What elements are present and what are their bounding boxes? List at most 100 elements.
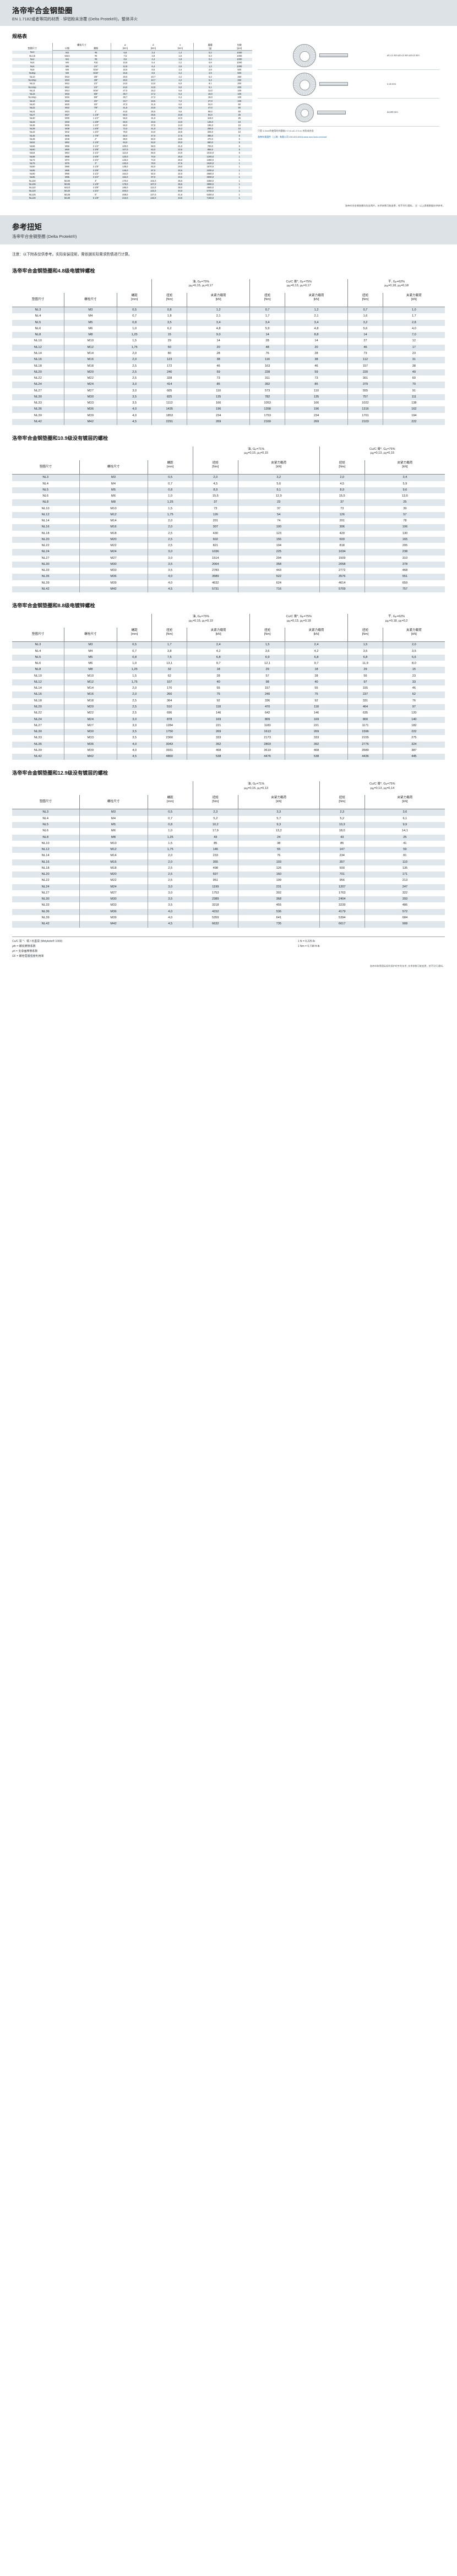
table-cell: 1,8 [151, 313, 187, 320]
table-cell: NL36 [29, 123, 35, 127]
torque-section-title: 参考扭矩 [12, 223, 42, 232]
table-cell: 2 3/4" [93, 158, 99, 161]
table-cell: 7,6 [110, 54, 140, 58]
table-cell: M39 [79, 914, 148, 922]
table-cell: NL10 [34, 674, 42, 678]
torque-tables-container: 洛帝牢合金钢垫圈和4.8级电镀锌螺栓 油, GF=75% μth=0,15, μh=… [0, 259, 457, 928]
table-cell: 5,6 [178, 89, 182, 92]
table-cell: 8,6 [110, 57, 140, 61]
table-cell: 4,2 [187, 648, 250, 655]
table-cell: 2,2 [178, 61, 182, 64]
table-cell: NL125 [29, 193, 36, 196]
table-cell: 443 [237, 568, 320, 574]
table-cell: M42 [63, 418, 117, 426]
table-cell: 9,1 [193, 81, 227, 85]
table-cell: 301 [347, 375, 383, 382]
table-cell: 126 [192, 511, 238, 519]
table-cell: 23 [382, 673, 445, 679]
table-cell: 3,6 [249, 648, 285, 655]
table-row: NL33 M33 3,5 3218 455 3239 486 [12, 902, 445, 909]
table-cell: 1284 [151, 722, 187, 729]
table-cell: 0,8 [147, 821, 193, 829]
torque-th-clamp: 夹紧力载荷 [kN] [364, 794, 445, 810]
table-cell: 14,1 [364, 828, 445, 835]
table-cell: 2,0 [147, 859, 193, 865]
table-cell: M64 [52, 151, 81, 155]
table-cell: NL33 [34, 736, 42, 740]
table-cell: NL10 [29, 75, 35, 78]
table-cell: 445 [382, 754, 445, 760]
table-row: NL42 M42 4,5 4860 538 4476 538 4436 445 [12, 754, 445, 760]
table-cell: 7,2 [178, 99, 182, 102]
table-row: NL3 M3 0,5 2,0 3,2 2,0 3,4 [12, 474, 445, 481]
table-cell: M3 [79, 474, 148, 481]
table-cell: 118 [284, 704, 348, 711]
table-row: NL16 M16 2,0 307 100 306 106 [12, 524, 445, 531]
table-cell: 1 1/2" [93, 123, 99, 127]
table-row: NL4 M4 0,7 4,5 5,6 4,5 5,9 [12, 481, 445, 487]
table-cell: NL6 [35, 326, 41, 330]
table-cell: 9,9 [364, 821, 445, 829]
table-cell: 165 [364, 536, 445, 543]
table-cell: 213 [364, 878, 445, 884]
table-cell: M12 [63, 679, 117, 686]
table-cell: 32 [151, 667, 187, 673]
table-cell: 46 [382, 685, 445, 692]
table-cell: 800 [347, 716, 383, 723]
table-cell: 1,5 [147, 505, 193, 512]
table-cell: NL68 [29, 155, 35, 158]
table-cell: 2,6 [178, 64, 182, 68]
table-cell: 3/8" [94, 75, 98, 78]
table-cell: 44,5 [110, 110, 140, 113]
table-cell: M130 [52, 196, 81, 200]
table-cell: M5 [63, 319, 117, 326]
table-cell: 15,5 [319, 493, 365, 500]
table-cell: 500 [237, 72, 242, 75]
table-cell: M33 [52, 119, 81, 124]
table-cell: 3,0 [147, 555, 193, 562]
table-cell: NL20 [41, 537, 50, 541]
table-row: NL6 M6 1,0 6,2 4,8 5,9 4,8 5,6 4,0 [12, 325, 445, 333]
table-cell: 7/8" [94, 106, 98, 110]
table-cell: 23 [237, 499, 320, 506]
torque-th-pitch: 螺距 [mm] [116, 627, 152, 642]
table-row: NL8 M8 1,25 43 24 43 25 [12, 834, 445, 841]
table-cell: 34,5 [151, 120, 156, 123]
table-cell: 125,0 [110, 158, 140, 162]
table-cell: 156 [237, 536, 320, 543]
table-cell: 6,8 [187, 654, 250, 661]
table-cell: 5,6 [237, 481, 320, 487]
table-cell: 23,5 [151, 106, 156, 110]
table-cell: 1,0 [116, 661, 152, 667]
table-cell: 3619 [249, 747, 285, 754]
table-cell: 6617 [319, 921, 365, 928]
table-cell: NL4 [42, 482, 49, 486]
table-cell: 222 [382, 418, 445, 426]
table-cell: 29 [347, 667, 383, 673]
table-cell: 220 [347, 369, 383, 376]
spec-unit-thick: [mm] [167, 46, 194, 51]
table-cell: M16 [63, 357, 117, 363]
table-cell: M14 [52, 89, 81, 92]
table-cell: 73 [284, 375, 348, 382]
table-cell: 138,0 [110, 165, 140, 169]
table-cell: 3576 [319, 574, 365, 580]
table-cell: 3 3/4" [93, 176, 99, 179]
torque-th-spacer [79, 781, 148, 795]
table-cell: M14 [79, 853, 148, 859]
table-cell: 378 [364, 561, 445, 568]
table-cell: NL22 [34, 377, 42, 380]
table-cell: M18 [79, 530, 148, 537]
table-cell: NL5 [35, 320, 41, 324]
table-cell: 57 [364, 511, 445, 519]
table-cell: 3,2 [237, 474, 320, 481]
table-cell: NL22 [41, 879, 50, 883]
table-cell: 8,6 [151, 68, 155, 72]
table-cell: 15,5 [192, 493, 238, 500]
table-cell: 37,0 [110, 102, 140, 106]
table-cell: 3,5 [116, 394, 152, 401]
table-cell: 27,5 [178, 162, 183, 165]
table-cell: M5 [79, 487, 148, 494]
table-cell: 155 [347, 685, 383, 692]
table-cell: 0,5 [116, 307, 152, 314]
